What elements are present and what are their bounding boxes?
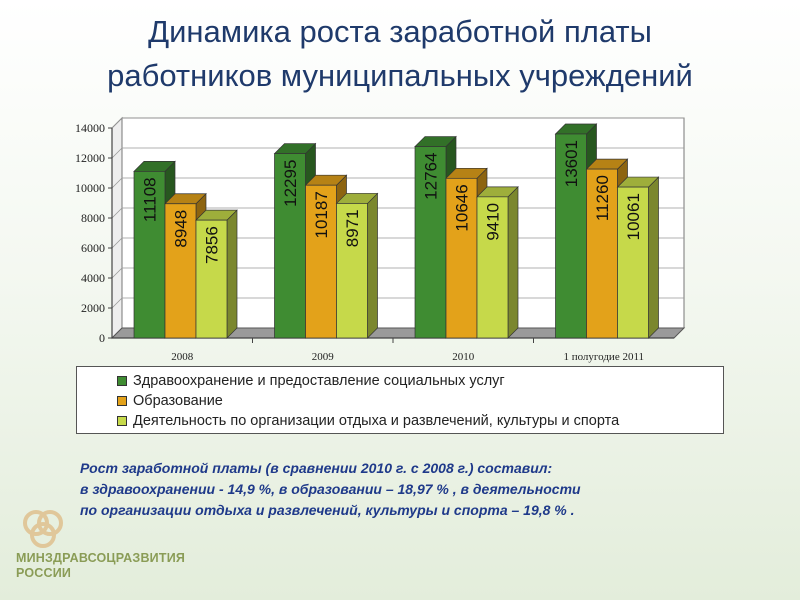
gridline	[111, 177, 684, 189]
summary-line-2: в здравоохранении - 14,9 %, в образовани…	[80, 481, 581, 497]
y-tick-label: 12000	[75, 151, 105, 165]
y-tick-label: 4000	[81, 271, 105, 285]
bar	[336, 203, 368, 339]
title-line-1: Динамика роста заработной платы	[148, 14, 652, 49]
bar-side-face	[648, 176, 659, 339]
bar	[195, 219, 228, 339]
legend-item-education: Образование	[117, 391, 723, 411]
chart-legend: Здравоохранение и предоставление социаль…	[76, 366, 724, 434]
y-tick-label: 0	[99, 331, 105, 345]
salary-bar-chart: 0 2000 4000 6000 8000 10000 12000 14000 2008 1110…	[75, 116, 686, 363]
x-tick-label: 2008	[171, 351, 194, 363]
ministry-logo-icon	[23, 510, 63, 548]
legend-label-health: Здравоохранение и предоставление социаль…	[133, 373, 505, 389]
data-label: 12295	[281, 160, 300, 207]
x-tick-label: 2009	[312, 351, 335, 363]
bar	[133, 171, 166, 339]
legend-label-education: Образование	[133, 393, 223, 409]
gridline	[111, 147, 684, 159]
legend-item-culture: Деятельность по организации отдыха и раз…	[117, 411, 723, 431]
ministry-logo-text: МИНЗДРАВСОЦРАЗВИТИЯ РОССИИ	[16, 551, 185, 581]
data-label: 8971	[343, 209, 362, 247]
bar	[476, 196, 509, 339]
legend-item-health: Здравоохранение и предоставление социаль…	[117, 371, 723, 391]
data-label: 10061	[624, 193, 643, 240]
data-label: 10646	[453, 184, 472, 231]
legend-swatch-health	[117, 376, 127, 386]
data-label: 11260	[593, 175, 612, 221]
bar	[445, 177, 478, 339]
page-title: Динамика роста заработной платы работник…	[0, 10, 800, 98]
bar	[586, 168, 618, 339]
legend-swatch-culture	[117, 416, 127, 426]
y-tick-label: 2000	[81, 301, 105, 315]
legend-swatch-education	[117, 396, 127, 406]
bar-side-face	[367, 192, 378, 339]
y-tick-label: 6000	[81, 241, 105, 255]
chart-side-wall	[111, 116, 123, 340]
x-tick-label: 2010	[452, 351, 475, 363]
bar	[305, 184, 337, 339]
logo-line-2: РОССИИ	[16, 566, 72, 580]
data-label: 8948	[172, 210, 191, 248]
data-label: 9410	[484, 203, 503, 241]
summary-line-1: Рост заработной платы (в сравнении 2010 …	[80, 460, 553, 476]
y-tick-label: 14000	[75, 121, 105, 135]
summary-text: Рост заработной платы (в сравнении 2010 …	[80, 458, 780, 521]
bar	[617, 186, 649, 339]
bar	[274, 153, 306, 339]
title-line-2: работников муниципальных учреждений	[107, 58, 693, 93]
data-label: 13601	[562, 140, 581, 187]
data-label: 11108	[141, 177, 160, 222]
summary-line-3: по организации отдыха и развлечений, кул…	[80, 502, 575, 518]
data-label: 12764	[422, 153, 441, 200]
bar-side-face	[507, 186, 519, 339]
y-tick-label: 10000	[75, 181, 105, 195]
gridline	[111, 117, 684, 129]
logo-line-1: МИНЗДРАВСОЦРАЗВИТИЯ	[16, 551, 186, 565]
bar-side-face	[226, 209, 238, 339]
data-label: 7856	[203, 226, 222, 264]
x-tick-label: 1 полугодие 2011	[563, 351, 644, 363]
data-label: 10187	[312, 191, 331, 238]
y-tick-label: 8000	[81, 211, 105, 225]
legend-label-culture: Деятельность по организации отдыха и раз…	[133, 413, 620, 429]
